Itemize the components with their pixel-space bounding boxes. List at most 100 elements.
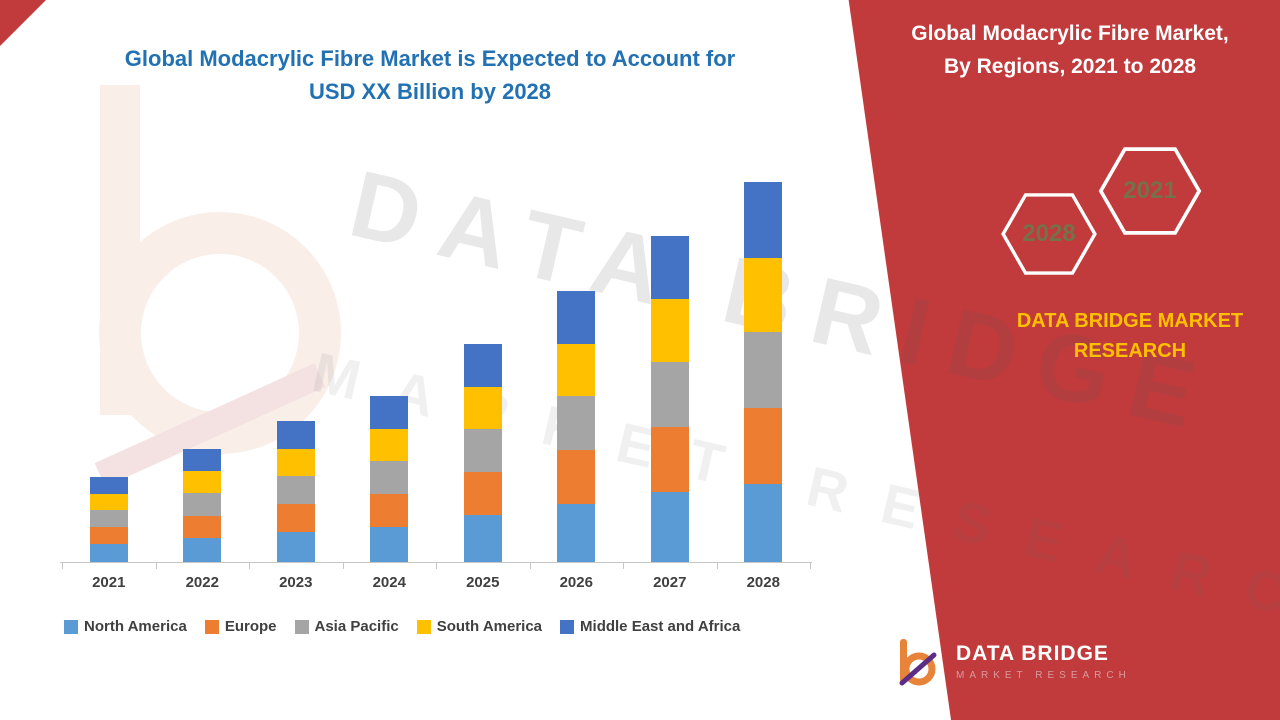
segment-north-america-2028: [744, 484, 783, 562]
segment-south-america-2025: [463, 387, 502, 429]
segment-north-america-2027: [650, 492, 689, 562]
x-axis-label-2022: 2022: [185, 574, 219, 591]
segment-north-america-2024: [370, 527, 409, 562]
legend-swatch-icon: [204, 619, 219, 634]
data-bridge-logo-icon: [899, 639, 937, 686]
segment-asia-pacific-2023: [276, 476, 315, 504]
segment-europe-2023: [276, 504, 315, 532]
brand-text: DATA BRIDGE MARKET RESEARCH: [990, 306, 1270, 366]
segment-asia-pacific-2021: [89, 510, 128, 527]
segment-south-america-2023: [276, 449, 315, 476]
segment-asia-pacific-2026: [557, 396, 596, 450]
x-axis-labels: 2021 2022 2023 2024 2025 2026 2027 2028: [62, 574, 810, 591]
axis-tick: [155, 563, 157, 569]
brand-text-line1: DATA BRIDGE MARKET: [1016, 310, 1244, 332]
bar-column-2028: [717, 172, 811, 562]
segment-middle-east-and-africa-2025: [463, 344, 502, 387]
bar-column-2023: [249, 172, 343, 562]
segment-europe-2027: [650, 427, 689, 492]
segment-europe-2026: [557, 450, 596, 504]
footer-logo-text: DATA BRIDGE MARKET RESEARCH: [956, 642, 1131, 681]
stacked-bar-2026: [557, 291, 596, 562]
x-axis-label-2027: 2027: [653, 574, 687, 591]
segment-europe-2028: [744, 408, 783, 484]
stacked-bar-plot: [62, 172, 810, 562]
legend-swatch-icon: [416, 619, 431, 634]
segment-south-america-2024: [370, 429, 409, 461]
x-axis-label-2026: 2026: [559, 574, 593, 591]
corner-triangle-decoration: [0, 0, 46, 46]
legend-item-north-america: North America: [64, 618, 187, 635]
legend-label: South America: [436, 618, 543, 635]
side-panel-title: Global Modacrylic Fibre Market, By Regio…: [880, 18, 1260, 83]
bar-column-2022: [156, 172, 250, 562]
segment-north-america-2025: [463, 515, 502, 562]
legend-label: Middle East and Africa: [580, 618, 741, 635]
x-axis-label-2025: 2025: [466, 574, 500, 591]
segment-middle-east-and-africa-2023: [276, 421, 315, 449]
stacked-bar-2025: [463, 344, 502, 562]
axis-tick: [62, 563, 63, 569]
bar-column-2027: [623, 172, 717, 562]
segment-north-america-2023: [276, 532, 315, 562]
hexagon-outline-icon: [1098, 147, 1202, 235]
axis-tick: [810, 563, 811, 569]
legend-label: Europe: [224, 618, 277, 635]
legend-swatch-icon: [560, 619, 575, 634]
axis-tick: [249, 563, 250, 569]
segment-asia-pacific-2027: [650, 362, 689, 427]
segment-middle-east-and-africa-2021: [89, 477, 128, 494]
footer-logo: DATA BRIDGE MARKET RESEARCH: [888, 633, 1131, 689]
stacked-bar-2027: [650, 236, 689, 562]
segment-north-america-2026: [557, 504, 596, 562]
axis-tick: [436, 563, 437, 569]
segment-south-america-2027: [650, 299, 689, 362]
segment-south-america-2022: [183, 471, 222, 493]
hexagon-2021: 2021: [1094, 146, 1206, 236]
hexagon-2028: 2028: [998, 192, 1100, 276]
segment-europe-2022: [183, 516, 222, 538]
footer-logo-name: DATA BRIDGE: [956, 641, 1109, 665]
bar-column-2024: [343, 172, 437, 562]
legend-item-middle-east-and-africa: Middle East and Africa: [560, 618, 740, 635]
stacked-bar-2028: [744, 182, 783, 562]
x-axis-label-2023: 2023: [279, 574, 313, 591]
legend-label: North America: [84, 618, 187, 635]
logo-watermark: [70, 75, 350, 510]
axis-tick: [716, 563, 718, 569]
stacked-bar-2021: [89, 477, 128, 562]
segment-north-america-2021: [89, 544, 128, 562]
legend-item-asia-pacific: Asia Pacific: [294, 618, 399, 635]
segment-middle-east-and-africa-2026: [557, 291, 596, 344]
x-axis-label-2021: 2021: [92, 574, 126, 591]
segment-middle-east-and-africa-2024: [370, 396, 409, 429]
footer-logo-subtitle: MARKET RESEARCH: [956, 669, 1131, 681]
segment-asia-pacific-2024: [370, 461, 409, 494]
x-axis-label-2028: 2028: [746, 574, 780, 591]
segment-north-america-2022: [183, 538, 222, 562]
bar-column-2026: [530, 172, 624, 562]
stacked-bar-2024: [370, 396, 409, 562]
bar-column-2021: [62, 172, 156, 562]
legend-item-south-america: South America: [416, 618, 543, 635]
stacked-bar-2022: [183, 449, 222, 562]
segment-south-america-2021: [89, 494, 128, 510]
chart-legend: North America Europe Asia Pacific South Ame…: [64, 618, 740, 635]
segment-asia-pacific-2028: [744, 332, 783, 408]
x-axis-ticks: [62, 563, 811, 569]
chart-title-line2: USD XX Billion by 2028: [308, 79, 552, 104]
side-panel-title-line1: Global Modacrylic Fibre Market,: [911, 22, 1229, 45]
segment-europe-2024: [370, 494, 409, 527]
legend-item-europe: Europe: [204, 618, 277, 635]
hexagon-2028-label: 2028: [1022, 220, 1076, 247]
segment-middle-east-and-africa-2022: [183, 449, 222, 471]
segment-middle-east-and-africa-2028: [744, 182, 783, 258]
x-axis-line: [60, 562, 812, 563]
segment-europe-2025: [463, 472, 502, 515]
segment-europe-2021: [89, 527, 128, 544]
segment-south-america-2026: [557, 344, 596, 396]
segment-middle-east-and-africa-2027: [650, 236, 689, 299]
axis-tick: [342, 563, 344, 569]
stacked-bar-2023: [276, 421, 315, 562]
